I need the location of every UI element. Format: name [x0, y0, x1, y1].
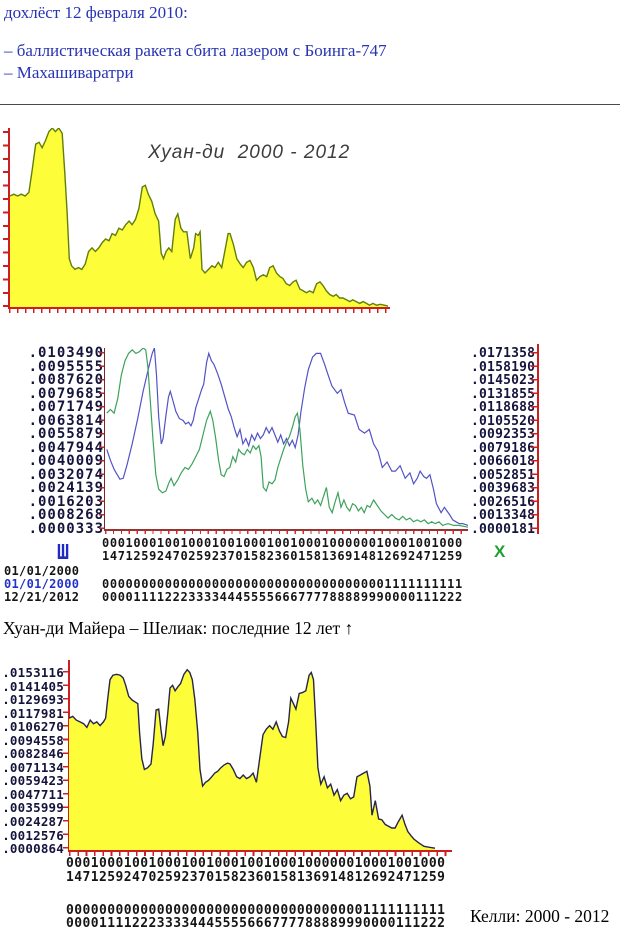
bottom-chart-axis-labels: .0153116.0141405.0129693.0117981.0106270…	[2, 666, 64, 856]
y-axis-label: .0079685	[28, 385, 104, 402]
bottom-chart-x-axis	[68, 850, 452, 852]
bottom-chart-month-digits-row-1: 0001000100100010010001001000100000010001…	[66, 856, 446, 871]
middle-chart-left-axis	[104, 348, 105, 530]
y-axis-label: .0105520	[471, 413, 536, 429]
top-chart-y-tick-marks	[3, 131, 8, 309]
middle-chart-year-digits-row-2: 0000111122233334445555666777788889990000…	[102, 590, 463, 604]
middle-chart-year-digits-row-1: 0000000000000000000000000000000000001111…	[102, 577, 463, 591]
top-chart-area-plot	[10, 128, 388, 307]
y-axis-label: .0095555	[28, 358, 104, 375]
series-label-sheliak: Ш	[57, 540, 70, 564]
y-axis-label: .0071134	[2, 759, 64, 775]
middle-chart-line-plot	[106, 348, 468, 528]
bottom-chart-year-digits-row-1: 0000000000000000000000000000000000001111…	[66, 903, 446, 918]
y-axis-label: .0106270	[2, 719, 64, 735]
middle-chart-left-tick-marks	[99, 352, 104, 529]
middle-chart-right-axis-labels: .0171358.0158190.0145023.0131855.0118688…	[471, 347, 535, 536]
middle-chart-caption: Хуан-ди Майера – Шелиак: последние 12 ле…	[3, 618, 354, 638]
y-axis-label: .0047711	[2, 786, 64, 802]
y-axis-label: .0118688	[471, 400, 536, 415]
y-axis-label: .0071749	[28, 399, 104, 415]
y-axis-label: .0000181	[471, 521, 536, 537]
top-chart-title: Хуан-ди 2000 - 2012	[148, 142, 351, 163]
header-line-2: – баллистическая ракета сбита лазером с …	[4, 41, 387, 60]
bottom-chart-area-plot	[69, 668, 435, 850]
y-axis-label: .0129693	[2, 692, 64, 708]
bottom-chart-left-tick-marks	[63, 671, 68, 849]
y-axis-label: .0047944	[28, 439, 104, 456]
y-axis-label: .0066018	[471, 454, 536, 469]
y-axis-label: .0087620	[28, 372, 104, 388]
y-axis-label: .0026516	[471, 494, 536, 510]
top-chart-x-axis	[8, 307, 390, 309]
y-axis-label: .0158190	[471, 359, 536, 375]
top-chart-x-tick-marks	[9, 309, 390, 313]
y-axis-label: .0039683	[471, 481, 536, 496]
header-line-3: – Махашиваратри	[4, 63, 134, 82]
y-axis-label: .0117981	[2, 705, 64, 721]
y-axis-label: .0052851	[471, 467, 536, 483]
date-range-start-highlighted: 01/01/2000	[4, 577, 80, 591]
y-axis-label: .0094558	[2, 732, 64, 748]
y-axis-label: .0082846	[2, 746, 64, 762]
y-axis-label: .0016203	[28, 493, 104, 510]
y-axis-label: .0171358	[471, 346, 536, 361]
top-chart-y-axis	[8, 128, 10, 309]
y-axis-label: .0059423	[2, 773, 64, 789]
y-axis-label: .0079186	[471, 440, 536, 456]
y-axis-label: .0035999	[2, 800, 64, 816]
middle-chart-left-axis-labels: .0103490.0095555.0087620.0079685.0071749…	[24, 345, 104, 537]
middle-chart-month-digits-row-1: 0001000100100010010001001000100000010001…	[102, 536, 463, 550]
date-range-end: 12/21/2012	[4, 590, 80, 604]
middle-chart-right-axis	[537, 344, 539, 534]
y-axis-label: .0145023	[471, 373, 536, 388]
y-axis-label: .0024287	[2, 814, 64, 830]
header-line-1: дохлёст 12 февраля 2010:	[4, 3, 188, 22]
y-axis-label: .0063814	[28, 412, 104, 429]
y-axis-label: .0012576	[2, 827, 64, 843]
y-axis-label: .0131855	[471, 386, 536, 402]
date-range-start: 01/01/2000	[4, 564, 80, 578]
bottom-chart-month-digits-row-2: 1471259247025923701582360158136914812692…	[66, 870, 446, 885]
y-axis-label: .0040009	[28, 453, 104, 469]
bottom-chart-caption: Келли: 2000 - 2012	[470, 906, 610, 926]
bottom-chart-year-digits-row-2: 0000111122233334445555666777788889990000…	[66, 916, 446, 929]
y-axis-label: .0092353	[471, 427, 536, 442]
y-axis-label: .0153116	[2, 665, 64, 680]
middle-chart-x-tick-marks	[105, 531, 468, 534]
bottom-chart-x-tick-marks	[69, 852, 452, 856]
y-axis-label: .0008268	[28, 507, 104, 523]
y-axis-label: .0024139	[28, 480, 104, 496]
y-axis-label: .0000333	[28, 520, 104, 537]
middle-chart-x-axis	[104, 529, 468, 531]
middle-chart-right-tick-marks	[531, 352, 537, 529]
y-axis-label: .0141405	[2, 678, 64, 694]
y-axis-label: .0000864	[2, 841, 64, 857]
y-axis-label: .0032074	[28, 466, 104, 483]
middle-chart-month-digits-row-2: 1471259247025923701582360158136914812692…	[102, 549, 463, 563]
horizontal-divider	[0, 104, 620, 105]
y-axis-label: .0103490	[28, 345, 104, 361]
series-label-huandi: Х	[494, 542, 506, 561]
y-axis-label: .0013348	[471, 508, 536, 523]
y-axis-label: .0055879	[28, 426, 104, 442]
